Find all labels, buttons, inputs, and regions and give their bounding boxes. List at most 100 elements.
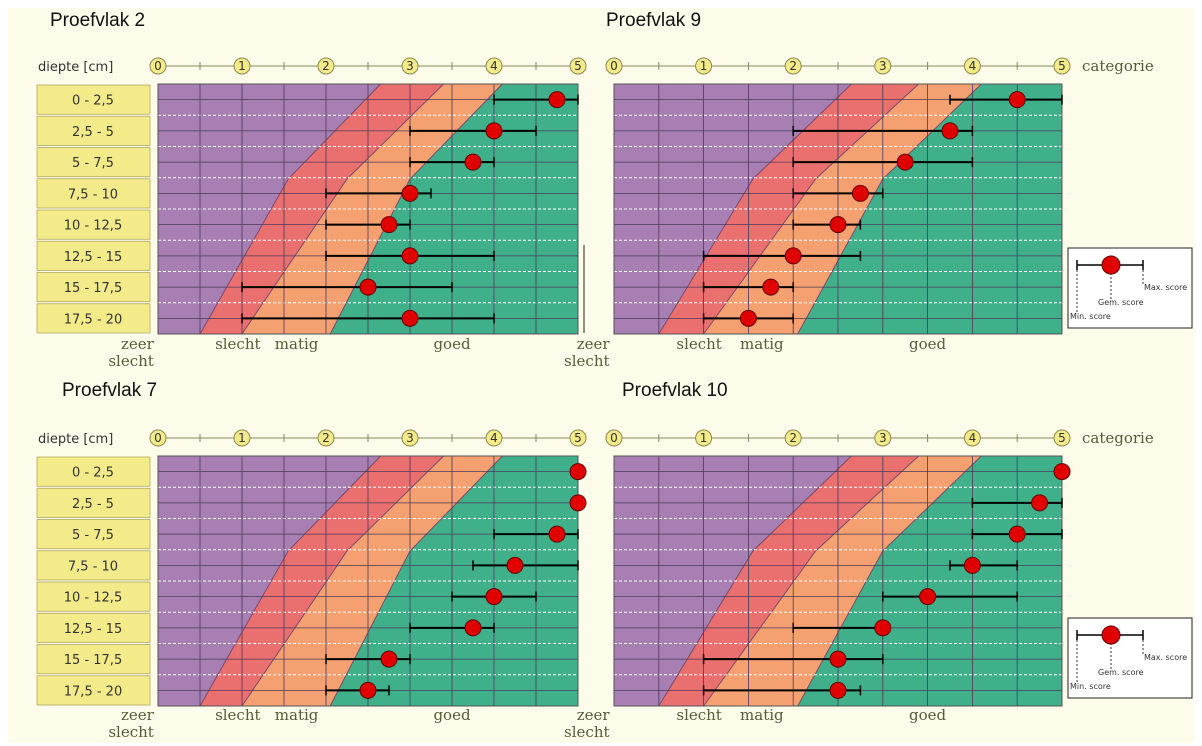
- scale-tick-circle: [695, 57, 713, 75]
- plot-frame: [157, 83, 579, 335]
- scale-tick-circle: [695, 429, 713, 447]
- zone-label-zeer: zeer: [577, 706, 611, 724]
- scale-tick-label: 3: [406, 431, 414, 445]
- mean-marker: [896, 153, 914, 171]
- mean-marker: [919, 588, 937, 606]
- depth-label-box: [36, 272, 151, 303]
- scale-tick-label: 1: [700, 431, 708, 445]
- y-axis-title: diepte [cm]: [38, 60, 113, 75]
- mean-marker: [569, 494, 587, 512]
- scale-tick-circle: [963, 429, 981, 447]
- zone-label-slecht-2: slecht: [564, 723, 609, 741]
- panel-title-proefvlak-10: Proefvlak 10: [622, 380, 728, 401]
- mean-marker: [851, 184, 869, 202]
- depth-label: 5 - 7,5: [72, 528, 114, 543]
- depth-label: 0 - 2,5: [72, 94, 114, 109]
- mean-marker: [1031, 494, 1049, 512]
- x-axis-title: categorie: [1082, 57, 1154, 75]
- scale-tick-label: 2: [322, 431, 330, 445]
- scale-tick-circle: [485, 429, 503, 447]
- scale-tick-circle: [874, 429, 892, 447]
- x-axis-title: categorie: [1082, 429, 1154, 447]
- zone-label-slecht: slecht: [215, 335, 260, 353]
- scale-tick-label: 2: [789, 431, 797, 445]
- scale-tick-label: 0: [610, 59, 618, 73]
- scale-tick-circle: [784, 57, 802, 75]
- depth-label-box: [36, 519, 151, 550]
- mean-marker: [464, 619, 482, 637]
- zone-label-zeer: zeer: [577, 335, 611, 353]
- mean-marker: [1008, 525, 1026, 543]
- zone-label-goed: goed: [909, 335, 947, 353]
- scale-tick-label: 2: [789, 59, 797, 73]
- y-axis-title: diepte [cm]: [38, 432, 113, 447]
- scale-tick-label: 5: [1058, 59, 1066, 73]
- mean-marker: [359, 278, 377, 296]
- zone-label-slecht-2: slecht: [564, 352, 609, 370]
- depth-label: 7,5 - 10: [68, 559, 118, 574]
- scale-tick-circle: [233, 429, 251, 447]
- zone-label-matig: matig: [740, 706, 784, 724]
- mean-marker: [941, 122, 959, 140]
- plot-frame: [157, 455, 579, 707]
- scale-tick-circle: [784, 429, 802, 447]
- zone-label-goed: goed: [909, 706, 947, 724]
- legend-min-label: Min. score: [1070, 312, 1111, 321]
- mean-marker: [401, 184, 419, 202]
- scale-tick-circle: [149, 57, 167, 75]
- zone-label-slecht-2: slecht: [108, 352, 153, 370]
- mean-marker: [739, 309, 757, 327]
- scale-tick-circle: [401, 57, 419, 75]
- scale-tick-circle: [233, 57, 251, 75]
- mean-marker: [401, 309, 419, 327]
- mean-marker: [401, 247, 419, 265]
- legend-box: [1067, 247, 1193, 329]
- scale-tick-label: 5: [574, 59, 582, 73]
- scale-tick-circle: [149, 429, 167, 447]
- scale-tick-label: 3: [879, 431, 887, 445]
- scale-tick-label: 3: [406, 59, 414, 73]
- mean-marker: [1053, 463, 1071, 481]
- panel-title-proefvlak-9: Proefvlak 9: [606, 10, 702, 31]
- plot-frame: [613, 455, 1063, 707]
- chart-panel-1: 0 1 2 3 4 5 diepte [cm] 0 - 2,5 2,5 - 5 5 - 7,5 7,…: [36, 57, 587, 370]
- mean-marker: [548, 91, 566, 109]
- zone-label-zeer: zeer: [121, 706, 155, 724]
- legend-mean-label: Gem. score: [1098, 668, 1144, 677]
- depth-label: 17,5 - 20: [64, 312, 122, 327]
- panel-title-proefvlak-2: Proefvlak 2: [50, 10, 146, 31]
- mean-marker: [506, 556, 524, 574]
- scale-tick-circle: [874, 57, 892, 75]
- scale-tick-circle: [963, 57, 981, 75]
- zone-label-matig: matig: [275, 706, 319, 724]
- depth-label-box: [36, 644, 151, 675]
- depth-label-box: [36, 581, 151, 612]
- depth-label-box: [36, 675, 151, 706]
- scale-tick-circle: [569, 57, 587, 75]
- depth-label-box: [36, 487, 151, 518]
- legend-min-label: Min. score: [1070, 682, 1111, 691]
- depth-label: 15 - 17,5: [64, 281, 122, 296]
- mean-marker: [380, 216, 398, 234]
- zone-label-slecht: slecht: [676, 706, 721, 724]
- scale-tick-label: 0: [154, 431, 162, 445]
- depth-label-box: [36, 115, 151, 146]
- zone-boundary-1: [658, 83, 852, 335]
- legend-box: [1067, 617, 1193, 699]
- mean-marker: [874, 619, 892, 637]
- scale-tick-label: 0: [610, 431, 618, 445]
- scale-tick-label: 4: [490, 59, 498, 73]
- mean-marker: [829, 681, 847, 699]
- scale-tick-circle: [605, 57, 623, 75]
- depth-label: 17,5 - 20: [64, 684, 122, 699]
- mean-marker: [359, 681, 377, 699]
- depth-label-box: [36, 303, 151, 334]
- legend-marker: [1101, 625, 1121, 645]
- scale-tick-label: 3: [879, 59, 887, 73]
- scale-tick-label: 5: [574, 431, 582, 445]
- mean-marker: [569, 463, 587, 481]
- mean-marker: [829, 650, 847, 668]
